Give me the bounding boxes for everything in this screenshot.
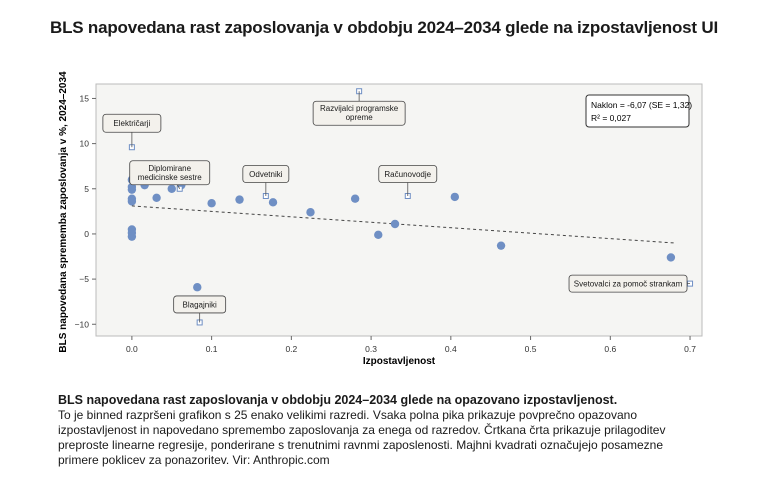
bin-point — [167, 184, 176, 193]
bin-point — [127, 185, 137, 194]
bin-point — [152, 193, 161, 203]
bin-points — [127, 175, 676, 292]
y-axis-label: BLS napovedana sprememba zaposlovanja v … — [58, 71, 69, 353]
y-tick-label: 15 — [80, 93, 90, 103]
y-tick-label: 5 — [84, 184, 89, 194]
example-marker: Razvijalci programske opreme — [312, 88, 406, 126]
x-tick-label: 0.3 — [365, 344, 377, 354]
stats-r2: R² = 0,027 — [591, 113, 631, 123]
example-label: Blagajniki — [183, 300, 217, 309]
example-label-box — [102, 113, 162, 133]
example-label: Razvijalci programske opreme — [320, 104, 399, 122]
x-tick-label: 0.1 — [206, 344, 218, 354]
example-marker: Odvetniki — [242, 165, 290, 199]
example-marker: Blagajniki — [173, 295, 227, 326]
example-marker: Diplomirane medicinske sestre — [129, 160, 211, 192]
bin-point — [450, 192, 460, 202]
regression-line — [131, 205, 675, 244]
scatter-chart: 0.0 0.1 0.2 0.3 0.4 0.5 0.6 0.7 −10 −5 0 5 10 15 Izp… — [58, 71, 703, 367]
stats-slope: Naklon = -6,07 (SE = 1,32) — [591, 100, 692, 110]
x-tick-label: 0.5 — [525, 344, 537, 354]
example-marker: Svetovalci za pomoč strankam — [568, 274, 694, 293]
bin-point — [306, 208, 315, 217]
example-label-box — [242, 165, 290, 183]
y-tick-label: 10 — [80, 139, 90, 149]
example-label-box — [312, 100, 406, 126]
y-axis: −10 −5 0 5 10 15 — [75, 93, 96, 329]
x-tick-label: 0.7 — [684, 344, 696, 354]
bin-point — [350, 194, 360, 203]
figure-caption: BLS napovedana rast zaposlovanja v obdob… — [58, 393, 678, 468]
bin-point — [127, 197, 137, 206]
bin-point — [193, 283, 202, 292]
example-label: Računovodje — [384, 170, 431, 179]
bin-point — [666, 253, 676, 262]
page-title: BLS napovedana rast zaposlovanja v obdob… — [50, 18, 718, 37]
stats-box-frame — [585, 94, 690, 128]
example-label: Električarji — [113, 119, 150, 128]
bin-point — [207, 199, 216, 208]
caption-title: BLS napovedana rast zaposlovanja v obdob… — [58, 393, 618, 407]
example-label-box — [378, 165, 438, 183]
bin-point — [235, 195, 244, 204]
example-label: Diplomirane medicinske sestre — [138, 164, 203, 182]
example-marker: Električarji — [102, 113, 162, 151]
stats-box: Naklon = -6,07 (SE = 1,32) R² = 0,027 — [585, 94, 692, 128]
example-label-box — [129, 160, 211, 186]
y-tick-label: −10 — [75, 319, 90, 329]
caption-text: To je binned razpršeni grafikon s 25 ena… — [58, 408, 666, 467]
bin-point — [374, 230, 383, 240]
x-tick-label: 0.0 — [126, 344, 138, 354]
x-tick-label: 0.4 — [445, 344, 457, 354]
bin-point — [390, 219, 400, 229]
y-tick-label: −5 — [79, 274, 89, 284]
example-marker: Računovodje — [378, 165, 438, 199]
x-axis-label: Izpostavljenost — [363, 356, 436, 367]
x-axis: 0.0 0.1 0.2 0.3 0.4 0.5 0.6 0.7 — [126, 336, 696, 354]
x-tick-label: 0.2 — [285, 344, 297, 354]
bin-point — [496, 241, 506, 250]
example-markers: Električarji Diplomirane medicinske sestre… — [102, 88, 694, 326]
bin-point — [127, 232, 137, 241]
x-tick-label: 0.6 — [604, 344, 616, 354]
example-label: Svetovalci za pomoč strankam — [574, 280, 683, 289]
example-label: Odvetniki — [249, 170, 283, 179]
example-label-box — [568, 274, 688, 293]
example-label-box — [173, 295, 227, 314]
bin-point — [268, 198, 278, 207]
y-tick-label: 0 — [84, 229, 89, 239]
